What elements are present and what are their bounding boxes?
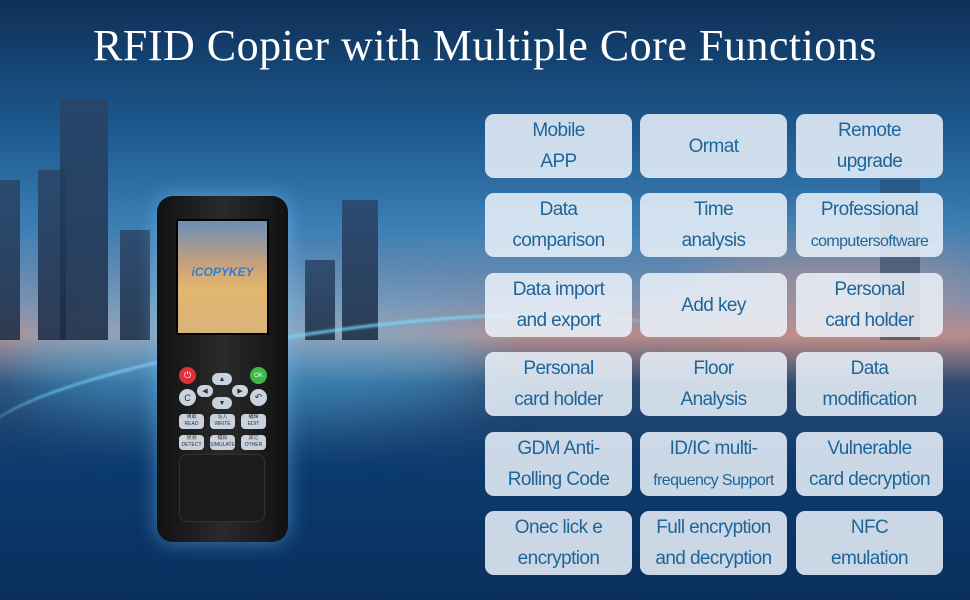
feature-card: Onec lick e encryption	[485, 511, 632, 575]
power-icon: ⏻	[179, 367, 196, 384]
feature-card: Remote upgrade	[796, 114, 943, 178]
feature-label: Data comparison	[512, 199, 605, 251]
write-key: 写入 WRITE	[210, 414, 235, 429]
key-label: OTHER	[244, 442, 263, 448]
other-key: 其它 OTHER	[241, 435, 266, 450]
brand-logo: iCOPYKEY	[191, 265, 254, 279]
feature-label: Professional computersoftware	[810, 198, 929, 250]
feature-card: GDM Anti- Rolling Code	[485, 432, 632, 496]
feature-label: Add key	[681, 294, 746, 316]
device-screen: iCOPYKEY	[176, 219, 269, 335]
feature-card: Data import and export	[485, 273, 632, 337]
feature-card: Personal card holder	[796, 273, 943, 337]
feature-card: ID/IC multi- frequency Support	[640, 432, 787, 496]
read-key: 读取 READ	[179, 414, 204, 429]
key-label: READ	[184, 421, 199, 427]
feature-card: Professional computersoftware	[796, 193, 943, 257]
building	[120, 230, 150, 340]
arrow-up-icon: ▲	[212, 373, 232, 385]
feature-card: Data modification	[796, 352, 943, 416]
feature-label: Vulnerable card decryption	[809, 438, 931, 490]
key-label: 其它	[248, 435, 259, 441]
feature-label-line: computersoftware	[810, 232, 929, 250]
feature-label: Mobile APP	[532, 120, 585, 172]
building	[60, 100, 108, 340]
key-label: 读取	[186, 414, 197, 420]
feature-card: Mobile APP	[485, 114, 632, 178]
feature-card: Data comparison	[485, 193, 632, 257]
building	[305, 260, 335, 340]
feature-card: Full encryption and decryption	[640, 511, 787, 575]
detect-key: 侦测 DETECT	[179, 435, 204, 450]
simulate-key: 模拟 SIMULATE	[210, 435, 235, 450]
feature-label: Data import and export	[512, 279, 605, 331]
feature-label: GDM Anti- Rolling Code	[507, 438, 610, 490]
feature-label-line: frequency Support	[653, 471, 774, 489]
rfid-copier-device: iCOPYKEY ⏻ OK C ↶ ▲ ▼ ◀ ▶ 读取 READ 写入 WRITE…	[157, 196, 288, 542]
clear-button: C	[179, 389, 196, 406]
feature-label: Data modification	[822, 358, 917, 410]
feature-label: NFC emulation	[831, 517, 909, 569]
arrow-left-icon: ◀	[197, 385, 213, 397]
feature-card: Ormat	[640, 114, 787, 178]
feature-label: ID/IC multi- frequency Support	[653, 437, 774, 489]
key-label: WRITE	[214, 421, 231, 427]
feature-label: Ormat	[688, 135, 739, 157]
arrow-down-icon: ▼	[212, 397, 232, 409]
feature-card: Add key	[640, 273, 787, 337]
key-label: DETECT	[181, 442, 202, 448]
building	[0, 180, 20, 340]
key-label: 侦测	[186, 435, 197, 441]
building	[342, 200, 378, 340]
page-title: RFID Copier with Multiple Core Functions	[93, 21, 877, 70]
feature-label: Remote upgrade	[836, 120, 903, 172]
key-label: 写入	[217, 414, 228, 420]
key-label: SIMULATE	[210, 442, 235, 448]
feature-label: Personal card holder	[514, 358, 603, 410]
ok-button: OK	[250, 367, 267, 384]
feature-label: Onec lick e encryption	[514, 517, 603, 569]
arrow-right-icon: ▶	[232, 385, 248, 397]
feature-label: Time analysis	[681, 199, 746, 251]
nfc-reader-area	[179, 454, 265, 522]
feature-card: Personal card holder	[485, 352, 632, 416]
feature-label: Full encryption and decryption	[655, 517, 772, 569]
feature-card: NFC emulation	[796, 511, 943, 575]
feature-card: Vulnerable card decryption	[796, 432, 943, 496]
key-label: 模拟	[217, 435, 228, 441]
edit-key: 编辑 EDIT	[241, 414, 266, 429]
key-label: 编辑	[248, 414, 259, 420]
feature-label: Floor Analysis	[680, 358, 748, 410]
back-icon: ↶	[250, 389, 267, 406]
feature-card: Floor Analysis	[640, 352, 787, 416]
key-label: EDIT	[247, 421, 260, 427]
feature-label: Personal card holder	[825, 279, 914, 331]
feature-card: Time analysis	[640, 193, 787, 257]
